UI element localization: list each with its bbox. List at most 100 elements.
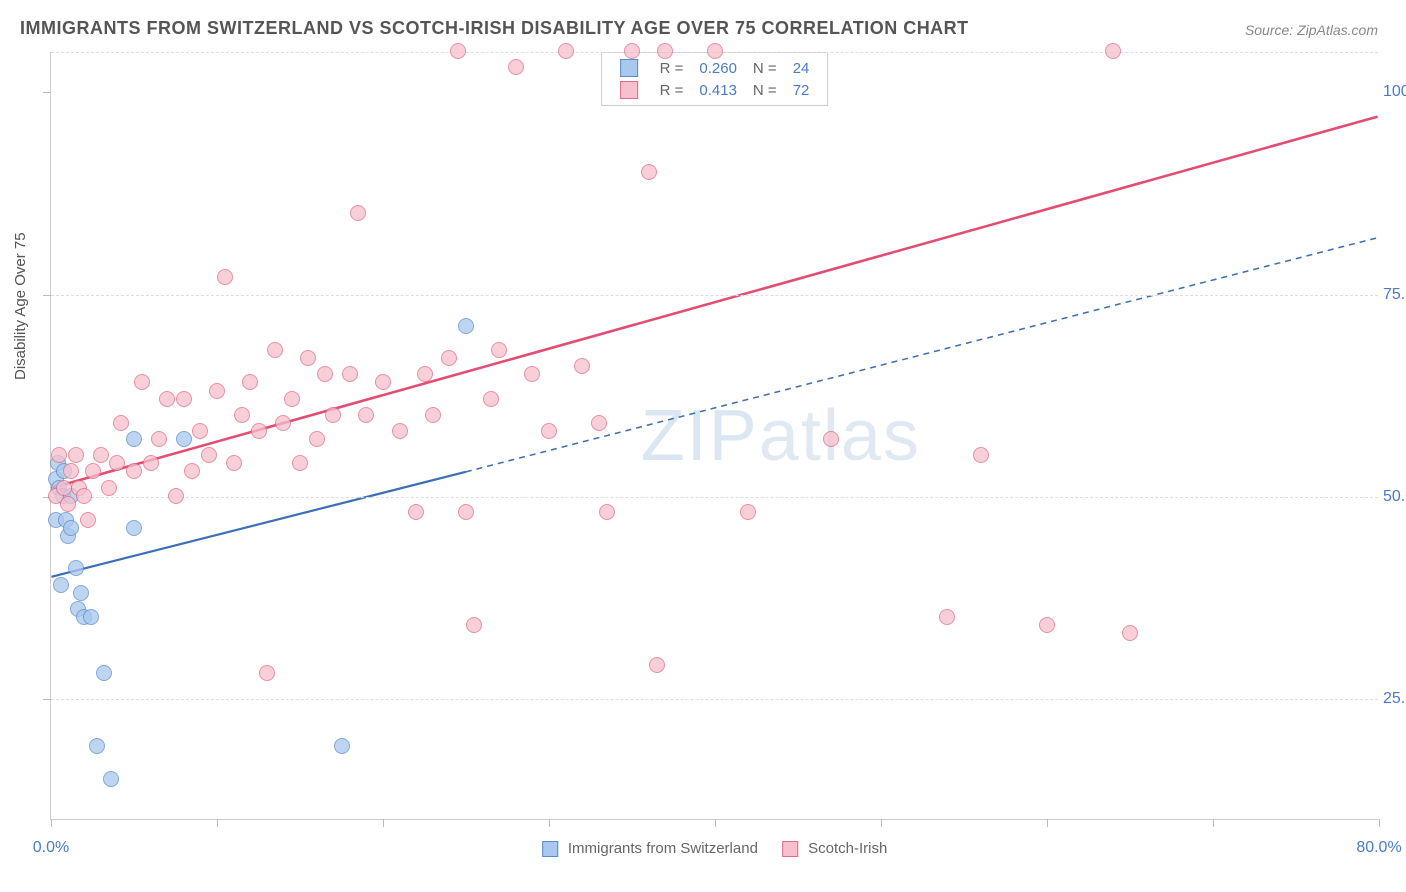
scatter-point — [524, 366, 540, 382]
y-tick-label: 100.0% — [1383, 83, 1406, 101]
source-attribution: Source: ZipAtlas.com — [1245, 22, 1378, 38]
scatter-point — [425, 407, 441, 423]
gridline — [51, 497, 1378, 498]
scatter-point — [392, 423, 408, 439]
series-legend-label: Immigrants from Switzerland — [568, 840, 758, 857]
scatter-point — [483, 391, 499, 407]
legend-n-label: N = — [745, 57, 785, 79]
scatter-point — [649, 657, 665, 673]
scatter-point — [176, 391, 192, 407]
y-tick-mark — [43, 295, 51, 296]
scatter-point — [1105, 43, 1121, 59]
scatter-point — [226, 455, 242, 471]
scatter-point — [458, 504, 474, 520]
legend-n-value: 24 — [785, 57, 818, 79]
scatter-point — [259, 665, 275, 681]
scatter-point — [68, 447, 84, 463]
scatter-point — [209, 383, 225, 399]
x-tick-mark — [217, 819, 218, 827]
scatter-point — [292, 455, 308, 471]
scatter-point — [823, 431, 839, 447]
scatter-point — [450, 43, 466, 59]
scatter-point — [317, 366, 333, 382]
scatter-point — [408, 504, 424, 520]
scatter-point — [275, 415, 291, 431]
scatter-point — [657, 43, 673, 59]
scatter-point — [109, 455, 125, 471]
scatter-point — [1122, 625, 1138, 641]
y-axis-label: Disability Age Over 75 — [12, 232, 29, 380]
scatter-point — [491, 342, 507, 358]
legend-r-value: 0.260 — [691, 57, 745, 79]
scatter-point — [300, 350, 316, 366]
scatter-point — [309, 431, 325, 447]
x-tick-mark — [549, 819, 550, 827]
legend-swatch — [620, 59, 638, 77]
scatter-point — [558, 43, 574, 59]
x-tick-label: 80.0% — [1356, 839, 1401, 857]
scatter-point — [599, 504, 615, 520]
x-tick-label: 0.0% — [33, 839, 69, 857]
y-tick-label: 25.0% — [1383, 690, 1406, 708]
scatter-point — [624, 43, 640, 59]
legend-r-value: 0.413 — [691, 79, 745, 101]
scatter-point — [101, 480, 117, 496]
scatter-point — [103, 771, 119, 787]
x-tick-mark — [51, 819, 52, 827]
scatter-point — [417, 366, 433, 382]
gridline — [51, 295, 1378, 296]
scatter-point — [234, 407, 250, 423]
scatter-point — [76, 488, 92, 504]
legend-r-label: R = — [652, 79, 692, 101]
scatter-point — [325, 407, 341, 423]
x-tick-mark — [715, 819, 716, 827]
scatter-point — [508, 59, 524, 75]
scatter-point — [159, 391, 175, 407]
legend-r-label: R = — [652, 57, 692, 79]
scatter-point — [113, 415, 129, 431]
scatter-point — [68, 560, 84, 576]
scatter-point — [342, 366, 358, 382]
scatter-point — [85, 463, 101, 479]
series-legend-label: Scotch-Irish — [808, 840, 887, 857]
scatter-point — [284, 391, 300, 407]
x-tick-mark — [1379, 819, 1380, 827]
scatter-point — [60, 496, 76, 512]
scatter-point — [134, 374, 150, 390]
scatter-point — [740, 504, 756, 520]
scatter-point — [126, 463, 142, 479]
y-tick-mark — [43, 699, 51, 700]
scatter-point — [56, 480, 72, 496]
scatter-point — [80, 512, 96, 528]
scatter-point — [192, 423, 208, 439]
scatter-point — [53, 577, 69, 593]
legend-swatch — [620, 81, 638, 99]
scatter-point — [973, 447, 989, 463]
legend-swatch — [782, 841, 798, 857]
series-legend: Immigrants from Switzerland Scotch-Irish — [530, 840, 900, 857]
scatter-point — [168, 488, 184, 504]
scatter-point — [184, 463, 200, 479]
scatter-point — [89, 738, 105, 754]
x-tick-mark — [1047, 819, 1048, 827]
chart-plot-area: ZIPatlas R =0.260N =24R =0.413N =72 Immi… — [50, 52, 1378, 820]
scatter-point — [458, 318, 474, 334]
scatter-point — [574, 358, 590, 374]
scatter-point — [591, 415, 607, 431]
scatter-point — [201, 447, 217, 463]
legend-swatch — [542, 841, 558, 857]
scatter-point — [441, 350, 457, 366]
watermark-thin: atlas — [759, 396, 921, 476]
watermark-bold: ZIP — [641, 396, 759, 476]
scatter-point — [242, 374, 258, 390]
scatter-point — [73, 585, 89, 601]
scatter-point — [126, 431, 142, 447]
scatter-point — [176, 431, 192, 447]
series-legend-item: Scotch-Irish — [782, 840, 887, 857]
y-tick-label: 75.0% — [1383, 286, 1406, 304]
correlation-legend-row: R =0.413N =72 — [612, 79, 818, 101]
scatter-point — [375, 374, 391, 390]
chart-title: IMMIGRANTS FROM SWITZERLAND VS SCOTCH-IR… — [20, 18, 969, 39]
scatter-point — [541, 423, 557, 439]
watermark: ZIPatlas — [641, 395, 921, 477]
